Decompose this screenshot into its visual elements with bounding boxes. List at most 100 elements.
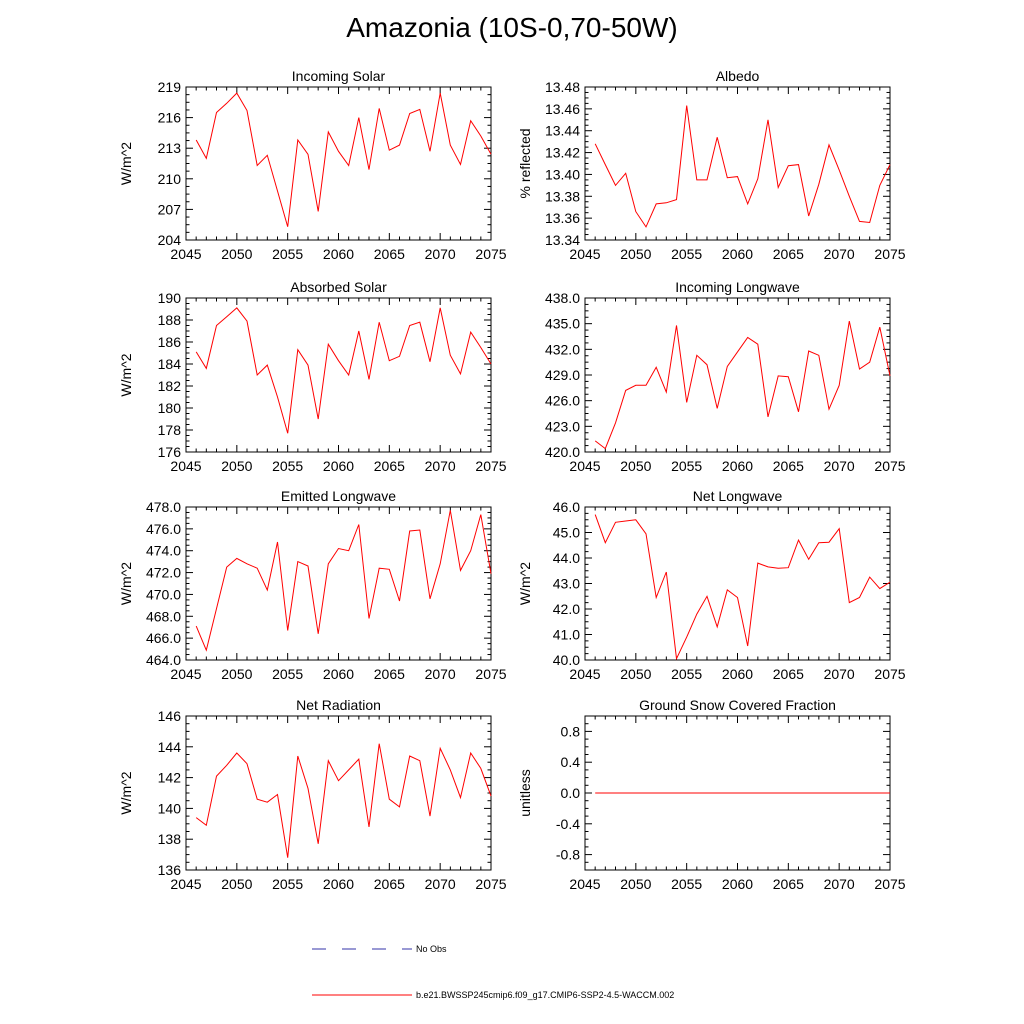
x-tick-label: 2065 xyxy=(374,876,405,892)
y-axis-label: W/m^2 xyxy=(118,142,134,185)
y-axis-label: W/m^2 xyxy=(118,771,134,814)
panel-net-radiation: 2045 2050 2055 2060 2065 2070 2075 136 138 140 142… xyxy=(118,697,507,892)
y-tick-label: 0.4 xyxy=(561,754,581,770)
x-tick-label: 2060 xyxy=(722,458,753,474)
y-tick-label: 0.8 xyxy=(561,723,581,739)
x-tick-label: 2065 xyxy=(773,876,804,892)
x-tick-label: 2070 xyxy=(425,666,456,682)
y-tick-label: 420.0 xyxy=(545,444,580,460)
y-tick-label: 423.0 xyxy=(545,418,580,434)
y-tick-label: 13.38 xyxy=(545,188,580,204)
x-tick-label: 2065 xyxy=(773,458,804,474)
x-tick-label: 2045 xyxy=(569,246,600,262)
y-tick-label: 13.42 xyxy=(545,145,580,161)
x-tick-label: 2050 xyxy=(221,876,252,892)
x-tick-label: 2075 xyxy=(475,246,506,262)
x-tick-label: 2055 xyxy=(671,246,702,262)
x-tick-label: 2050 xyxy=(620,246,651,262)
y-tick-label: 210 xyxy=(158,171,182,187)
y-tick-label: 213 xyxy=(158,140,182,156)
y-tick-label: 45.0 xyxy=(553,525,580,541)
panel-title: Ground Snow Covered Fraction xyxy=(639,697,836,713)
x-tick-label: 2060 xyxy=(323,458,354,474)
y-axis-label: W/m^2 xyxy=(118,353,134,396)
x-tick-label: 2075 xyxy=(874,876,905,892)
y-tick-label: -0.4 xyxy=(556,816,580,832)
y-axis-label: % reflected xyxy=(517,128,533,198)
y-tick-label: 184 xyxy=(158,356,182,372)
y-tick-label: 468.0 xyxy=(146,608,181,624)
y-tick-label: 13.44 xyxy=(545,123,580,139)
x-tick-label: 2055 xyxy=(272,458,303,474)
panel-title: Net Longwave xyxy=(693,488,783,504)
x-tick-label: 2045 xyxy=(170,876,201,892)
x-tick-label: 2060 xyxy=(722,876,753,892)
x-tick-label: 2075 xyxy=(874,458,905,474)
x-tick-label: 2045 xyxy=(170,246,201,262)
x-tick-label: 2060 xyxy=(323,666,354,682)
y-tick-label: 13.36 xyxy=(545,210,580,226)
x-tick-label: 2045 xyxy=(569,666,600,682)
y-tick-label: 41.0 xyxy=(553,627,580,643)
x-tick-label: 2055 xyxy=(272,246,303,262)
series-line xyxy=(195,92,492,227)
y-tick-label: 13.40 xyxy=(545,166,580,182)
panel-incoming-solar: 2045 2050 2055 2060 2065 2070 2075 204 207 210 213… xyxy=(118,68,507,262)
panel-emitted-longwave: 2045 2050 2055 2060 2065 2070 2075 464.0 466.0 46… xyxy=(118,488,507,682)
y-tick-label: 429.0 xyxy=(545,367,580,383)
x-tick-label: 2070 xyxy=(824,458,855,474)
y-tick-label: 435.0 xyxy=(545,316,580,332)
plot-frame xyxy=(185,297,492,453)
x-tick-label: 2060 xyxy=(722,246,753,262)
x-tick-label: 2075 xyxy=(475,458,506,474)
y-tick-label: 438.0 xyxy=(545,290,580,306)
y-tick-label: 186 xyxy=(158,334,182,350)
panel-ground-snow-covered-fraction: 2045 2050 2055 2060 2065 2070 2075 -0.8 -0.4 0.0 0… xyxy=(517,697,906,892)
x-tick-label: 2055 xyxy=(671,458,702,474)
y-tick-label: 13.46 xyxy=(545,101,580,117)
y-tick-label: 204 xyxy=(158,232,182,248)
y-tick-label: 207 xyxy=(158,201,182,217)
series-line xyxy=(594,105,891,228)
y-tick-label: 216 xyxy=(158,110,182,126)
x-tick-label: 2050 xyxy=(221,246,252,262)
series-line xyxy=(195,743,492,858)
x-tick-label: 2060 xyxy=(323,876,354,892)
series-line xyxy=(594,320,891,450)
y-axis-label: W/m^2 xyxy=(517,562,533,605)
x-tick-label: 2045 xyxy=(569,458,600,474)
x-tick-label: 2075 xyxy=(874,246,905,262)
x-tick-label: 2045 xyxy=(170,666,201,682)
x-tick-label: 2070 xyxy=(425,458,456,474)
x-tick-label: 2070 xyxy=(824,876,855,892)
panel-title: Net Radiation xyxy=(296,697,381,713)
y-axis-label: W/m^2 xyxy=(118,562,134,605)
x-tick-label: 2070 xyxy=(425,246,456,262)
x-tick-label: 2050 xyxy=(620,666,651,682)
x-tick-label: 2055 xyxy=(671,876,702,892)
y-tick-label: 40.0 xyxy=(553,652,580,668)
x-tick-label: 2055 xyxy=(272,876,303,892)
y-tick-label: 474.0 xyxy=(146,543,181,559)
y-tick-label: 46.0 xyxy=(553,499,580,515)
x-tick-label: 2055 xyxy=(671,666,702,682)
y-tick-label: 472.0 xyxy=(146,565,181,581)
y-tick-label: 476.0 xyxy=(146,521,181,537)
y-tick-label: 146 xyxy=(158,708,182,724)
y-tick-label: -0.8 xyxy=(556,847,580,863)
panel-title: Albedo xyxy=(716,68,760,84)
plot-frame xyxy=(584,86,891,241)
panel-absorbed-solar: 2045 2050 2055 2060 2065 2070 2075 176 178 180 182… xyxy=(118,279,507,474)
y-tick-label: 182 xyxy=(158,378,182,394)
panel-net-longwave: 2045 2050 2055 2060 2065 2070 2075 40.0 41.0 42.0… xyxy=(517,488,906,682)
plot-frame xyxy=(185,86,492,241)
y-tick-label: 13.34 xyxy=(545,232,580,248)
x-tick-label: 2070 xyxy=(425,876,456,892)
y-tick-label: 136 xyxy=(158,862,182,878)
panel-title: Incoming Solar xyxy=(292,68,386,84)
y-tick-label: 44.0 xyxy=(553,550,580,566)
x-tick-label: 2070 xyxy=(824,246,855,262)
series-line xyxy=(594,514,891,661)
x-tick-label: 2045 xyxy=(170,458,201,474)
